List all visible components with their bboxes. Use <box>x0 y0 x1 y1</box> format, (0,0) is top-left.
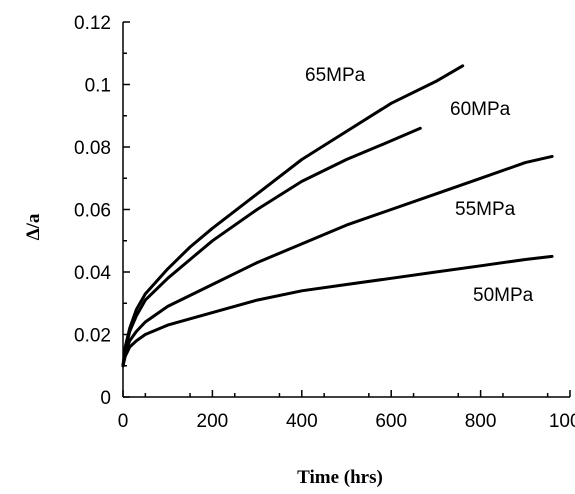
axis-ticks <box>122 21 571 398</box>
y-tick-label: 0.06 <box>74 201 111 222</box>
x-tick-label: 200 <box>197 411 229 432</box>
x-tick-label: 0 <box>118 411 129 432</box>
x-axis-title: Time (hrs) <box>297 467 383 488</box>
y-tick-label: 0.02 <box>74 326 111 347</box>
x-tick-label: 400 <box>286 411 318 432</box>
series-label-60mpa: 60MPa <box>450 99 511 120</box>
series-labels: 65MPa 60MPa 55MPa 50MPa <box>305 65 534 306</box>
x-tick-label: 1000 <box>549 411 575 432</box>
series-curve-60mpa <box>121 126 422 368</box>
series-curves <box>121 64 554 368</box>
series-curve-50mpa <box>121 254 554 368</box>
y-tick-label: 0.1 <box>85 76 111 97</box>
y-tick-label: 0.08 <box>74 138 111 159</box>
y-axis-title: Δ/a <box>23 213 44 240</box>
x-tick-label: 600 <box>375 411 407 432</box>
series-curve-55mpa <box>121 154 554 368</box>
y-tick-label: 0.04 <box>74 263 111 284</box>
series-label-55mpa: 55MPa <box>455 199 516 220</box>
y-tick-label: 0.12 <box>74 13 111 34</box>
y-tick-label: 0 <box>100 388 111 409</box>
series-curve-65mpa <box>121 64 465 368</box>
series-label-65mpa: 65MPa <box>305 65 366 86</box>
tick-labels: 0 0.02 0.04 0.06 0.08 0.1 0.12 0 200 400 600 800 100… <box>74 13 575 432</box>
x-tick-label: 800 <box>465 411 497 432</box>
series-label-50mpa: 50MPa <box>473 285 534 306</box>
